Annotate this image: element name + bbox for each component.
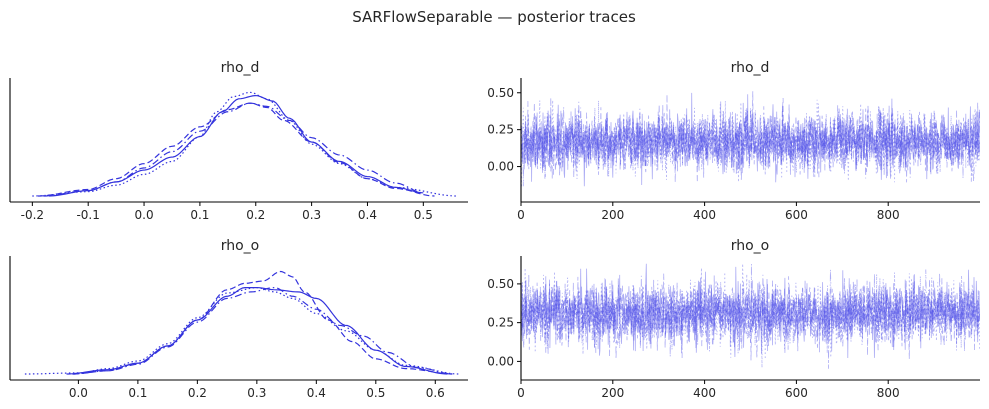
x-tick-label: 0.4 <box>307 386 326 400</box>
x-tick-label: 0.4 <box>358 208 377 222</box>
x-tick-label: -0.2 <box>21 208 44 222</box>
x-tick-label: 0.0 <box>69 386 88 400</box>
trace-lines <box>520 263 980 369</box>
x-tick-label: 800 <box>877 386 900 400</box>
x-tick-label: 0.2 <box>246 208 265 222</box>
density-line-chain-3 <box>24 286 460 375</box>
y-tick-label: 0.25 <box>487 316 514 330</box>
y-tick-label: 0.00 <box>487 160 514 174</box>
trace-line-chain-3 <box>520 99 980 188</box>
x-tick-label: 0.0 <box>135 208 154 222</box>
density-panel-rho-o: rho_o 0.0 0.1 0.2 0.3 0.4 0.5 0.6 <box>9 238 468 400</box>
axes: 0 200 400 600 800 0.00 0.25 0.50 <box>487 78 980 222</box>
x-tick-label: -0.1 <box>76 208 99 222</box>
y-tick-label: 0.50 <box>487 86 514 100</box>
x-tick-label: 0.1 <box>128 386 147 400</box>
x-tick-label: 800 <box>877 208 900 222</box>
trace-panel-rho-o: rho_o 0 200 400 600 800 0.00 0.25 0.50 <box>487 238 980 400</box>
x-tick-label: 600 <box>785 386 808 400</box>
trace-line-chain-3 <box>520 263 980 368</box>
trace-panel-rho-d: rho_d 0 200 400 600 800 0.00 0.25 0.50 <box>487 60 980 222</box>
x-tick-label: 0 <box>517 386 525 400</box>
x-tick-label: 600 <box>785 208 808 222</box>
x-tick-label: 0 <box>517 208 525 222</box>
figure-title: SARFlowSeparable — posterior traces <box>352 8 636 26</box>
x-tick-label: 200 <box>601 386 624 400</box>
y-tick-label: 0.00 <box>487 354 514 368</box>
trace-line-chain-0 <box>520 263 980 359</box>
density-line-chain-0 <box>49 94 424 197</box>
x-tick-label: 400 <box>693 386 716 400</box>
density-panel-rho-d: rho_d -0.2 -0.1 0.0 0.1 0.2 0.3 0.4 0.5 <box>9 60 468 222</box>
x-tick-label: 400 <box>693 208 716 222</box>
density-line-chain-1 <box>37 102 435 197</box>
density-curves <box>32 91 457 197</box>
trace-line-chain-1 <box>520 91 980 183</box>
trace-line-chain-2 <box>520 101 980 187</box>
x-tick-label: 0.5 <box>366 386 385 400</box>
density-line-chain-1 <box>72 270 454 375</box>
x-tick-label: 0.3 <box>302 208 321 222</box>
x-tick-label: 200 <box>601 208 624 222</box>
trace-lines <box>520 91 980 188</box>
x-tick-label: 0.2 <box>188 386 207 400</box>
x-tick-label: 0.5 <box>414 208 433 222</box>
x-tick-label: 0.1 <box>190 208 209 222</box>
trace-line-chain-1 <box>520 275 980 361</box>
axes: 0 200 400 600 800 0.00 0.25 0.50 <box>487 256 980 400</box>
y-tick-label: 0.25 <box>487 123 514 137</box>
x-tick-label: 0.3 <box>247 386 266 400</box>
density-curves <box>24 270 460 375</box>
x-tick-label: 0.6 <box>426 386 445 400</box>
density-line-chain-0 <box>66 287 448 375</box>
y-tick-label: 0.50 <box>487 277 514 291</box>
density-line-chain-2 <box>72 286 454 375</box>
panel-title: rho_o <box>731 238 770 254</box>
density-line-chain-3 <box>32 91 457 197</box>
panel-title: rho_d <box>221 60 260 76</box>
trace-line-chain-0 <box>520 92 980 187</box>
axes: 0.0 0.1 0.2 0.3 0.4 0.5 0.6 <box>9 256 468 400</box>
trace-line-chain-2 <box>520 263 980 369</box>
panel-title: rho_o <box>221 238 260 254</box>
panel-title: rho_d <box>731 60 770 76</box>
axes: -0.2 -0.1 0.0 0.1 0.2 0.3 0.4 0.5 <box>9 78 468 222</box>
density-line-chain-2 <box>43 102 424 197</box>
